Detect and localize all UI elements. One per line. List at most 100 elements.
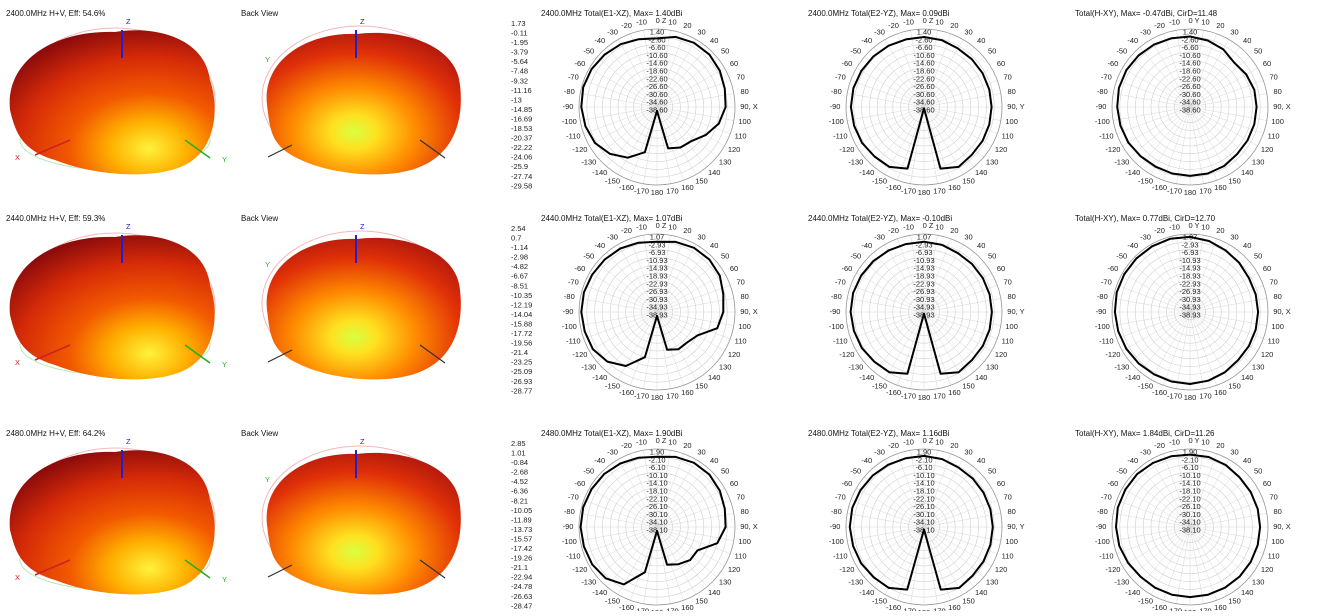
angle-label: 120 xyxy=(728,565,741,574)
angle-label: 180 xyxy=(1184,393,1197,402)
angle-label: 80 xyxy=(740,292,748,301)
scale-label: -23.25 xyxy=(511,358,532,367)
angle-label: 120 xyxy=(1261,145,1274,154)
ring-label: -10.60 xyxy=(1179,51,1200,60)
angle-label: -120 xyxy=(839,350,854,359)
angle-label: 130 xyxy=(986,362,999,371)
angle-label: -20 xyxy=(621,21,632,30)
polar-title: 2440.0MHz Total(E2-YZ), Max= -0.10dBi xyxy=(808,214,952,223)
angle-label: -110 xyxy=(833,131,847,140)
angle-label: 30 xyxy=(1230,233,1238,242)
angle-label: -170 xyxy=(1167,392,1182,401)
angle-label: 60 xyxy=(1263,479,1271,488)
angle-label: 100 xyxy=(1005,537,1018,546)
z-label: Z xyxy=(360,17,365,26)
ring xyxy=(892,280,956,344)
angle-label: 170 xyxy=(1199,187,1212,196)
angle-label: -50 xyxy=(583,467,594,476)
ring xyxy=(586,36,728,178)
z-label: Z xyxy=(126,17,131,26)
angle-label: -100 xyxy=(562,322,577,331)
scale-label: -22.22 xyxy=(511,143,532,152)
angle-label: 140 xyxy=(708,588,721,597)
angle-label: -30 xyxy=(874,233,885,242)
angle-label: -60 xyxy=(842,264,853,273)
angle-label: 0 Z xyxy=(656,16,667,25)
angle-label: 90, X xyxy=(740,307,758,316)
angle-label: -10 xyxy=(903,437,914,446)
angle-label: -170 xyxy=(634,607,649,611)
angle-label: -130 xyxy=(1114,577,1129,586)
angle-label: -40 xyxy=(594,456,605,465)
angle-label: 30 xyxy=(1230,28,1238,37)
pattern-curve xyxy=(579,455,727,586)
angle-label: -140 xyxy=(859,168,874,177)
angle-label: 170 xyxy=(933,187,946,196)
ring-label: -26.60 xyxy=(913,82,934,91)
angle-label: 60 xyxy=(730,59,738,68)
ring xyxy=(915,303,933,321)
scale-label: -8.51 xyxy=(511,281,528,290)
ring-label: -2.93 xyxy=(648,240,665,249)
angle-label: -80 xyxy=(1097,507,1108,516)
ring xyxy=(900,503,948,551)
ring-label: 1.90 xyxy=(650,447,665,456)
angle-label: -130 xyxy=(1114,157,1129,166)
angle-label: 180 xyxy=(1184,188,1197,197)
ring-label: -34.60 xyxy=(646,98,667,107)
ring-label: -10.60 xyxy=(646,51,667,60)
outer-ring xyxy=(845,28,1003,186)
angle-label: 70 xyxy=(736,73,744,82)
angle-label: -150 xyxy=(872,176,887,185)
angle-label: 30 xyxy=(697,233,705,242)
scale-label: 1.73 xyxy=(511,19,526,28)
angle-label: 150 xyxy=(1228,596,1241,605)
angle-label: -170 xyxy=(1167,187,1182,196)
angle-label: -20 xyxy=(1154,226,1165,235)
ring-label: -30.60 xyxy=(646,90,667,99)
x-label: X xyxy=(440,55,445,64)
angle-label: 180 xyxy=(918,188,931,197)
angle-label: -120 xyxy=(1105,565,1120,574)
angle-label: -160 xyxy=(886,603,901,611)
angle-label: -60 xyxy=(842,59,853,68)
angle-label: -170 xyxy=(901,392,916,401)
ring xyxy=(1142,264,1238,360)
angle-label: -160 xyxy=(619,603,634,611)
ring-label: -22.93 xyxy=(913,279,934,288)
angle-label: 50 xyxy=(988,47,996,56)
ring-label: -10.60 xyxy=(913,51,934,60)
scale-label: 0.7 xyxy=(511,234,521,243)
angle-label: -70 xyxy=(1101,278,1112,287)
z-label: Z xyxy=(126,222,131,231)
y-label: Y xyxy=(265,475,270,484)
angle-label: -90 xyxy=(830,522,841,531)
angle-label: 10 xyxy=(935,17,943,26)
angle-label: 160 xyxy=(681,388,694,397)
ring-label: -18.10 xyxy=(913,486,934,495)
angle-label: -90 xyxy=(830,102,841,111)
radiation-3d xyxy=(9,30,215,175)
angle-label: 10 xyxy=(1201,437,1209,446)
angle-label: -20 xyxy=(621,441,632,450)
ring-label: -18.60 xyxy=(646,66,667,75)
ring xyxy=(1158,75,1222,139)
ring-label: -30.93 xyxy=(913,295,934,304)
angle-label: -10 xyxy=(903,222,914,231)
scale-label: 1.01 xyxy=(511,449,526,458)
ring xyxy=(1166,288,1214,336)
angle-label: 100 xyxy=(1271,537,1284,546)
angle-label: 90, X xyxy=(1273,307,1291,316)
angle-label: -80 xyxy=(564,87,575,96)
angle-label: -10 xyxy=(1169,222,1180,231)
ring-label: -14.60 xyxy=(1179,59,1200,68)
angle-label: 110 xyxy=(735,131,747,140)
angle-label: 40 xyxy=(1243,456,1251,465)
scale-label: -25.09 xyxy=(511,367,532,376)
angle-label: -30 xyxy=(1140,448,1151,457)
angle-label: 30 xyxy=(697,448,705,457)
angle-label: -60 xyxy=(575,479,586,488)
angle-label: -170 xyxy=(634,392,649,401)
ring-label: -26.10 xyxy=(646,502,667,511)
ring-label: -30.10 xyxy=(1179,510,1200,519)
